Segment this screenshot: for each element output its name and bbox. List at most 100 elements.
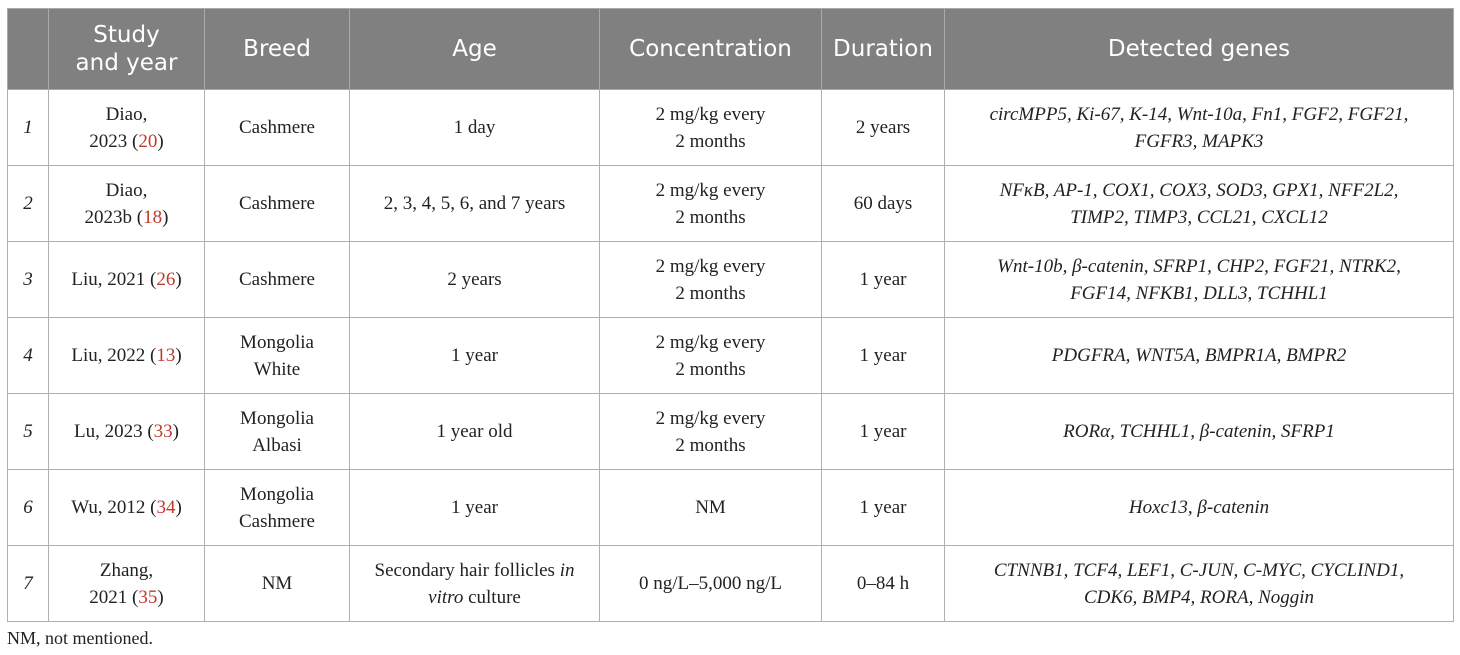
concentration-line: 2 mg/kg every bbox=[655, 407, 766, 429]
genes-line: Wnt-10b, β-catenin, SFRP1, CHP2, FGF21, … bbox=[997, 255, 1401, 277]
study-cell: Liu, 2021 (26) bbox=[48, 241, 205, 318]
age-cell: 1 year bbox=[349, 469, 600, 546]
table-row: 1 Diao, 2023 (20) Cashmere 1 day 2 mg/kg ever… bbox=[7, 89, 1454, 166]
duration-cell: 1 year bbox=[821, 393, 945, 470]
table-footnote: NM, not mentioned. bbox=[7, 628, 153, 648]
study-year: Liu, 2022 (13) bbox=[57, 342, 196, 369]
header-concentration: Concentration bbox=[599, 8, 822, 90]
breed-line: Mongolia bbox=[240, 407, 314, 429]
table-header-row: Study and year Breed Age Concentration D… bbox=[7, 8, 1454, 90]
reference-link: 26 bbox=[156, 269, 176, 290]
breed-line: Albasi bbox=[252, 434, 302, 456]
header-age: Age bbox=[349, 8, 600, 90]
genes-cell: PDGFRA, WNT5A, BMPR1A, BMPR2 bbox=[944, 317, 1454, 394]
concentration-line: 0 ng/L–5,000 ng/L bbox=[638, 573, 783, 594]
study-year-close: ) bbox=[162, 206, 169, 228]
study-year-text: Lu, 2023 ( bbox=[73, 421, 154, 442]
genes-cell: CTNNB1, TCF4, LEF1, C-JUN, C-MYC, CYCLIN… bbox=[944, 545, 1454, 622]
study-year: Wu, 2012 (34) bbox=[57, 494, 196, 521]
table-row: 7 Zhang, 2021 (35) NM Secondary hair follicl… bbox=[7, 545, 1454, 622]
concentration-cell: 2 mg/kg every 2 months bbox=[599, 317, 822, 394]
study-year-close: ) bbox=[172, 421, 179, 442]
concentration-line: 2 months bbox=[675, 358, 746, 380]
study-year-close: ) bbox=[157, 130, 164, 152]
studies-table: Study and year Breed Age Concentration D… bbox=[7, 8, 1454, 622]
breed-cell: NM bbox=[204, 545, 350, 622]
study-year-text: 2023 ( bbox=[89, 130, 139, 152]
genes-line: CDK6, BMP4, RORA, Noggin bbox=[1083, 586, 1315, 608]
genes-line: FGFR3, MAPK3 bbox=[1134, 130, 1264, 152]
study-year-text: 2021 ( bbox=[89, 586, 139, 608]
study-year-text: 2023b ( bbox=[84, 206, 144, 228]
breed-cell: Cashmere bbox=[204, 89, 350, 166]
study-author: Diao, bbox=[105, 103, 148, 125]
breed-cell: Cashmere bbox=[204, 241, 350, 318]
reference-link: 35 bbox=[138, 586, 158, 608]
concentration-line: 2 mg/kg every bbox=[655, 255, 766, 277]
concentration-line: 2 months bbox=[675, 130, 746, 152]
concentration-line: 2 months bbox=[675, 434, 746, 456]
concentration-cell: 2 mg/kg every 2 months bbox=[599, 165, 822, 242]
concentration-line: 2 months bbox=[675, 282, 746, 304]
duration-cell: 2 years bbox=[821, 89, 945, 166]
duration-cell: 1 year bbox=[821, 317, 945, 394]
study-cell: Zhang, 2021 (35) bbox=[48, 545, 205, 622]
age-italic: in bbox=[559, 559, 575, 581]
study-year-close: ) bbox=[175, 345, 182, 366]
breed-cell: Cashmere bbox=[204, 165, 350, 242]
table-row: 5 Lu, 2023 (33) Mongolia Albasi 1 year old 2 … bbox=[7, 393, 1454, 470]
genes-line: Hoxc13, β-catenin bbox=[1128, 497, 1270, 518]
genes-line: CTNNB1, TCF4, LEF1, C-JUN, C-MYC, CYCLIN… bbox=[993, 559, 1405, 581]
breed-cell: Mongolia Cashmere bbox=[204, 469, 350, 546]
row-number: 4 bbox=[7, 317, 49, 394]
concentration-cell: NM bbox=[599, 469, 822, 546]
row-number: 5 bbox=[7, 393, 49, 470]
age-cell: 2, 3, 4, 5, 6, and 7 years bbox=[349, 165, 600, 242]
concentration-line: 2 months bbox=[675, 206, 746, 228]
genes-line: PDGFRA, WNT5A, BMPR1A, BMPR2 bbox=[1051, 345, 1347, 366]
breed-cell: Mongolia White bbox=[204, 317, 350, 394]
age-cell: 2 years bbox=[349, 241, 600, 318]
study-cell: Diao, 2023b (18) bbox=[48, 165, 205, 242]
concentration-line: 2 mg/kg every bbox=[655, 103, 766, 125]
row-number: 2 bbox=[7, 165, 49, 242]
concentration-cell: 2 mg/kg every 2 months bbox=[599, 241, 822, 318]
study-year-close: ) bbox=[175, 497, 182, 518]
header-duration: Duration bbox=[821, 8, 945, 90]
reference-link: 20 bbox=[138, 130, 158, 152]
study-cell: Wu, 2012 (34) bbox=[48, 469, 205, 546]
breed-line: Cashmere bbox=[239, 193, 315, 214]
study-year-text: Liu, 2022 ( bbox=[71, 345, 157, 366]
study-year-text: Wu, 2012 ( bbox=[71, 497, 157, 518]
header-breed: Breed bbox=[204, 8, 350, 90]
breed-cell: Mongolia Albasi bbox=[204, 393, 350, 470]
header-study-line2: and year bbox=[75, 50, 178, 76]
table-row: 6 Wu, 2012 (34) Mongolia Cashmere 1 year NM 1 … bbox=[7, 469, 1454, 546]
study-year: 2023b (18) bbox=[57, 204, 196, 231]
table-row: 3 Liu, 2021 (26) Cashmere 2 years 2 mg/kg ev… bbox=[7, 241, 1454, 318]
table-row: 2 Diao, 2023b (18) Cashmere 2, 3, 4, 5, 6, a… bbox=[7, 165, 1454, 242]
study-year: Liu, 2021 (26) bbox=[57, 266, 196, 293]
age-text: Secondary hair follicles bbox=[374, 559, 560, 581]
row-number: 6 bbox=[7, 469, 49, 546]
duration-cell: 1 year bbox=[821, 241, 945, 318]
reference-link: 13 bbox=[156, 345, 176, 366]
genes-cell: Wnt-10b, β-catenin, SFRP1, CHP2, FGF21, … bbox=[944, 241, 1454, 318]
age-cell: 1 year old bbox=[349, 393, 600, 470]
header-study-line1: Study bbox=[93, 22, 160, 48]
study-year: 2021 (35) bbox=[57, 584, 196, 611]
study-year-close: ) bbox=[175, 269, 182, 290]
genes-cell: NFκB, AP-1, COX1, COX3, SOD3, GPX1, NFF2… bbox=[944, 165, 1454, 242]
genes-line: TIMP2, TIMP3, CCL21, CXCL12 bbox=[1070, 206, 1328, 228]
breed-line: Cashmere bbox=[239, 510, 315, 532]
study-author: Zhang, bbox=[99, 559, 154, 581]
breed-line: Mongolia bbox=[240, 483, 314, 505]
age-cell: 1 year bbox=[349, 317, 600, 394]
age-text: culture bbox=[463, 586, 521, 608]
age-cell: 1 day bbox=[349, 89, 600, 166]
reference-link: 33 bbox=[153, 421, 173, 442]
age-italic: vitro bbox=[428, 586, 464, 608]
genes-line: FGF14, NFKB1, DLL3, TCHHL1 bbox=[1070, 282, 1328, 304]
concentration-cell: 0 ng/L–5,000 ng/L bbox=[599, 545, 822, 622]
study-year-text: Liu, 2021 ( bbox=[71, 269, 157, 290]
